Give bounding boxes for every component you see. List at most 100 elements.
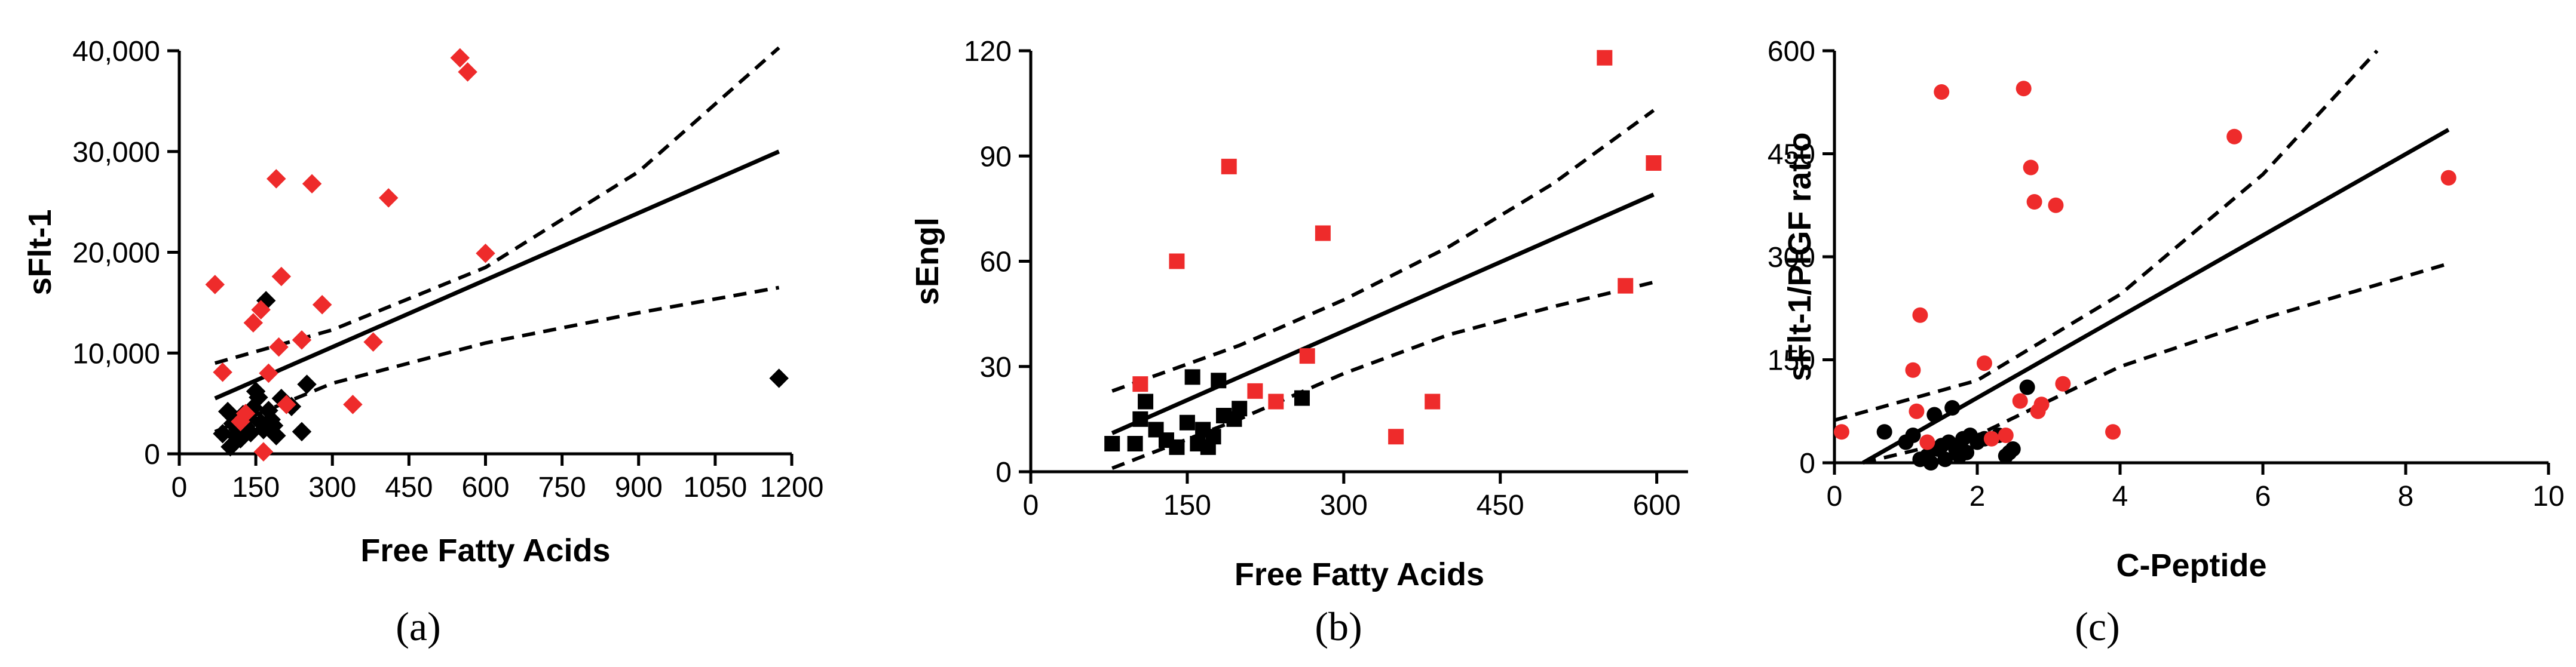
x-tick-label: 6 bbox=[2255, 481, 2271, 512]
y-tick-label: 0 bbox=[144, 439, 160, 471]
case-point bbox=[292, 330, 312, 350]
x-tick-label: 450 bbox=[385, 472, 433, 503]
x-tick-label: 0 bbox=[171, 472, 188, 503]
x-tick-label: 1050 bbox=[683, 472, 747, 503]
case-point bbox=[243, 313, 264, 333]
case-point bbox=[235, 404, 256, 423]
case-point bbox=[277, 395, 296, 414]
case-point bbox=[312, 295, 332, 315]
case-point bbox=[2016, 81, 2032, 97]
x-tick-label: 2 bbox=[1969, 481, 1986, 512]
control-point bbox=[292, 422, 312, 442]
case-point bbox=[1425, 394, 1441, 410]
control-point bbox=[1959, 444, 1975, 460]
regression-line bbox=[214, 149, 780, 401]
y-axis-title: sFlt-1/PlGF ratio bbox=[1782, 132, 1818, 381]
x-tick-label: 8 bbox=[2398, 481, 2414, 512]
panel-label: (a) bbox=[396, 604, 440, 649]
x-tick-label: 10 bbox=[2532, 481, 2564, 512]
y-axis-title: sEngl bbox=[909, 217, 945, 305]
case-point bbox=[1169, 253, 1185, 269]
case-point bbox=[302, 174, 322, 193]
y-tick-label: 300 bbox=[1768, 242, 1815, 273]
panel-a-chart: 0 150 300 450 600 750 900 1050 1200 0 10,000 20,000… bbox=[22, 36, 823, 649]
control-point bbox=[1211, 373, 1227, 389]
ci-lower-line bbox=[1863, 262, 2449, 465]
x-tick-label: 450 bbox=[1477, 490, 1524, 521]
case-point bbox=[450, 48, 470, 68]
case-point bbox=[259, 363, 278, 383]
y-tick-label: 30 bbox=[980, 352, 1012, 383]
y-tick-label: 150 bbox=[1768, 345, 1815, 377]
x-tick-label: 900 bbox=[615, 472, 663, 503]
case-point bbox=[1299, 348, 1315, 364]
case-point bbox=[1247, 383, 1263, 399]
y-tick-label: 40,000 bbox=[72, 36, 160, 67]
case-point bbox=[1909, 403, 1925, 419]
control-point bbox=[213, 424, 232, 444]
case-point bbox=[1597, 50, 1613, 66]
control-point bbox=[1944, 400, 1961, 416]
ci-lower-line bbox=[214, 285, 780, 434]
case-point bbox=[271, 266, 292, 287]
control-point bbox=[267, 426, 286, 445]
case-point bbox=[1646, 155, 1662, 171]
case-point bbox=[1976, 355, 1992, 371]
control-point bbox=[241, 423, 261, 442]
case-point bbox=[2440, 170, 2456, 186]
control-point bbox=[1132, 411, 1148, 427]
x-tick-label: 600 bbox=[1633, 490, 1681, 521]
case-point bbox=[363, 332, 383, 352]
y-tick-label: 90 bbox=[980, 141, 1012, 173]
control-point bbox=[1926, 407, 1943, 423]
control-point bbox=[297, 374, 317, 394]
case-point bbox=[1934, 84, 1950, 100]
control-point bbox=[1923, 455, 1939, 471]
case-point bbox=[2055, 376, 2071, 392]
regression-line bbox=[1111, 192, 1655, 435]
case-point bbox=[1221, 158, 1237, 174]
case-point bbox=[213, 362, 232, 382]
regression-line bbox=[1862, 128, 2450, 465]
x-tick-label: 600 bbox=[461, 472, 509, 503]
control-point bbox=[1169, 439, 1185, 455]
case-point bbox=[1268, 394, 1284, 410]
case-point bbox=[2030, 403, 2046, 419]
y-tick-label: 20,000 bbox=[72, 238, 160, 269]
control-point bbox=[1905, 428, 1921, 443]
case-point bbox=[1618, 278, 1634, 294]
x-axis-title: Free Fatty Acids bbox=[1235, 557, 1484, 592]
x-tick-label: 1200 bbox=[760, 472, 824, 503]
case-point bbox=[2226, 128, 2243, 145]
case-point bbox=[269, 337, 289, 357]
control-point bbox=[1294, 390, 1310, 406]
case-point bbox=[1998, 428, 2014, 443]
y-axis-title: sFlt-1 bbox=[22, 209, 58, 295]
case-point bbox=[267, 169, 286, 189]
x-axis-title: Free Fatty Acids bbox=[360, 533, 610, 568]
case-point bbox=[1315, 225, 1331, 241]
x-tick-label: 300 bbox=[1320, 490, 1368, 521]
case-point bbox=[205, 275, 225, 294]
x-tick-label: 750 bbox=[538, 472, 586, 503]
case-point bbox=[1983, 431, 1999, 447]
case-point bbox=[1388, 429, 1404, 445]
y-tick-label: 0 bbox=[1799, 448, 1815, 479]
control-point bbox=[1205, 429, 1221, 445]
x-tick-label: 0 bbox=[1023, 490, 1039, 521]
panel-b-chart: 0 150 300 450 600 0 30 60 90 120 Free Fatty Acids s… bbox=[909, 36, 1688, 649]
panel-label: (c) bbox=[2075, 604, 2119, 649]
case-point bbox=[2105, 424, 2121, 440]
case-point bbox=[1912, 307, 1928, 323]
case-point bbox=[378, 188, 399, 208]
control-point bbox=[1876, 424, 1892, 440]
x-tick-label: 150 bbox=[1163, 490, 1211, 521]
control-point bbox=[769, 368, 789, 388]
case-point bbox=[343, 395, 363, 414]
case-point bbox=[2048, 197, 2064, 213]
panel-c-chart: 0 2 4 6 8 10 0 150 300 450 600 C-Peptide sFlt-1/PlGF… bbox=[1768, 36, 2565, 649]
case-point bbox=[2026, 194, 2042, 210]
case-point bbox=[253, 442, 274, 462]
control-point bbox=[1179, 414, 1195, 431]
